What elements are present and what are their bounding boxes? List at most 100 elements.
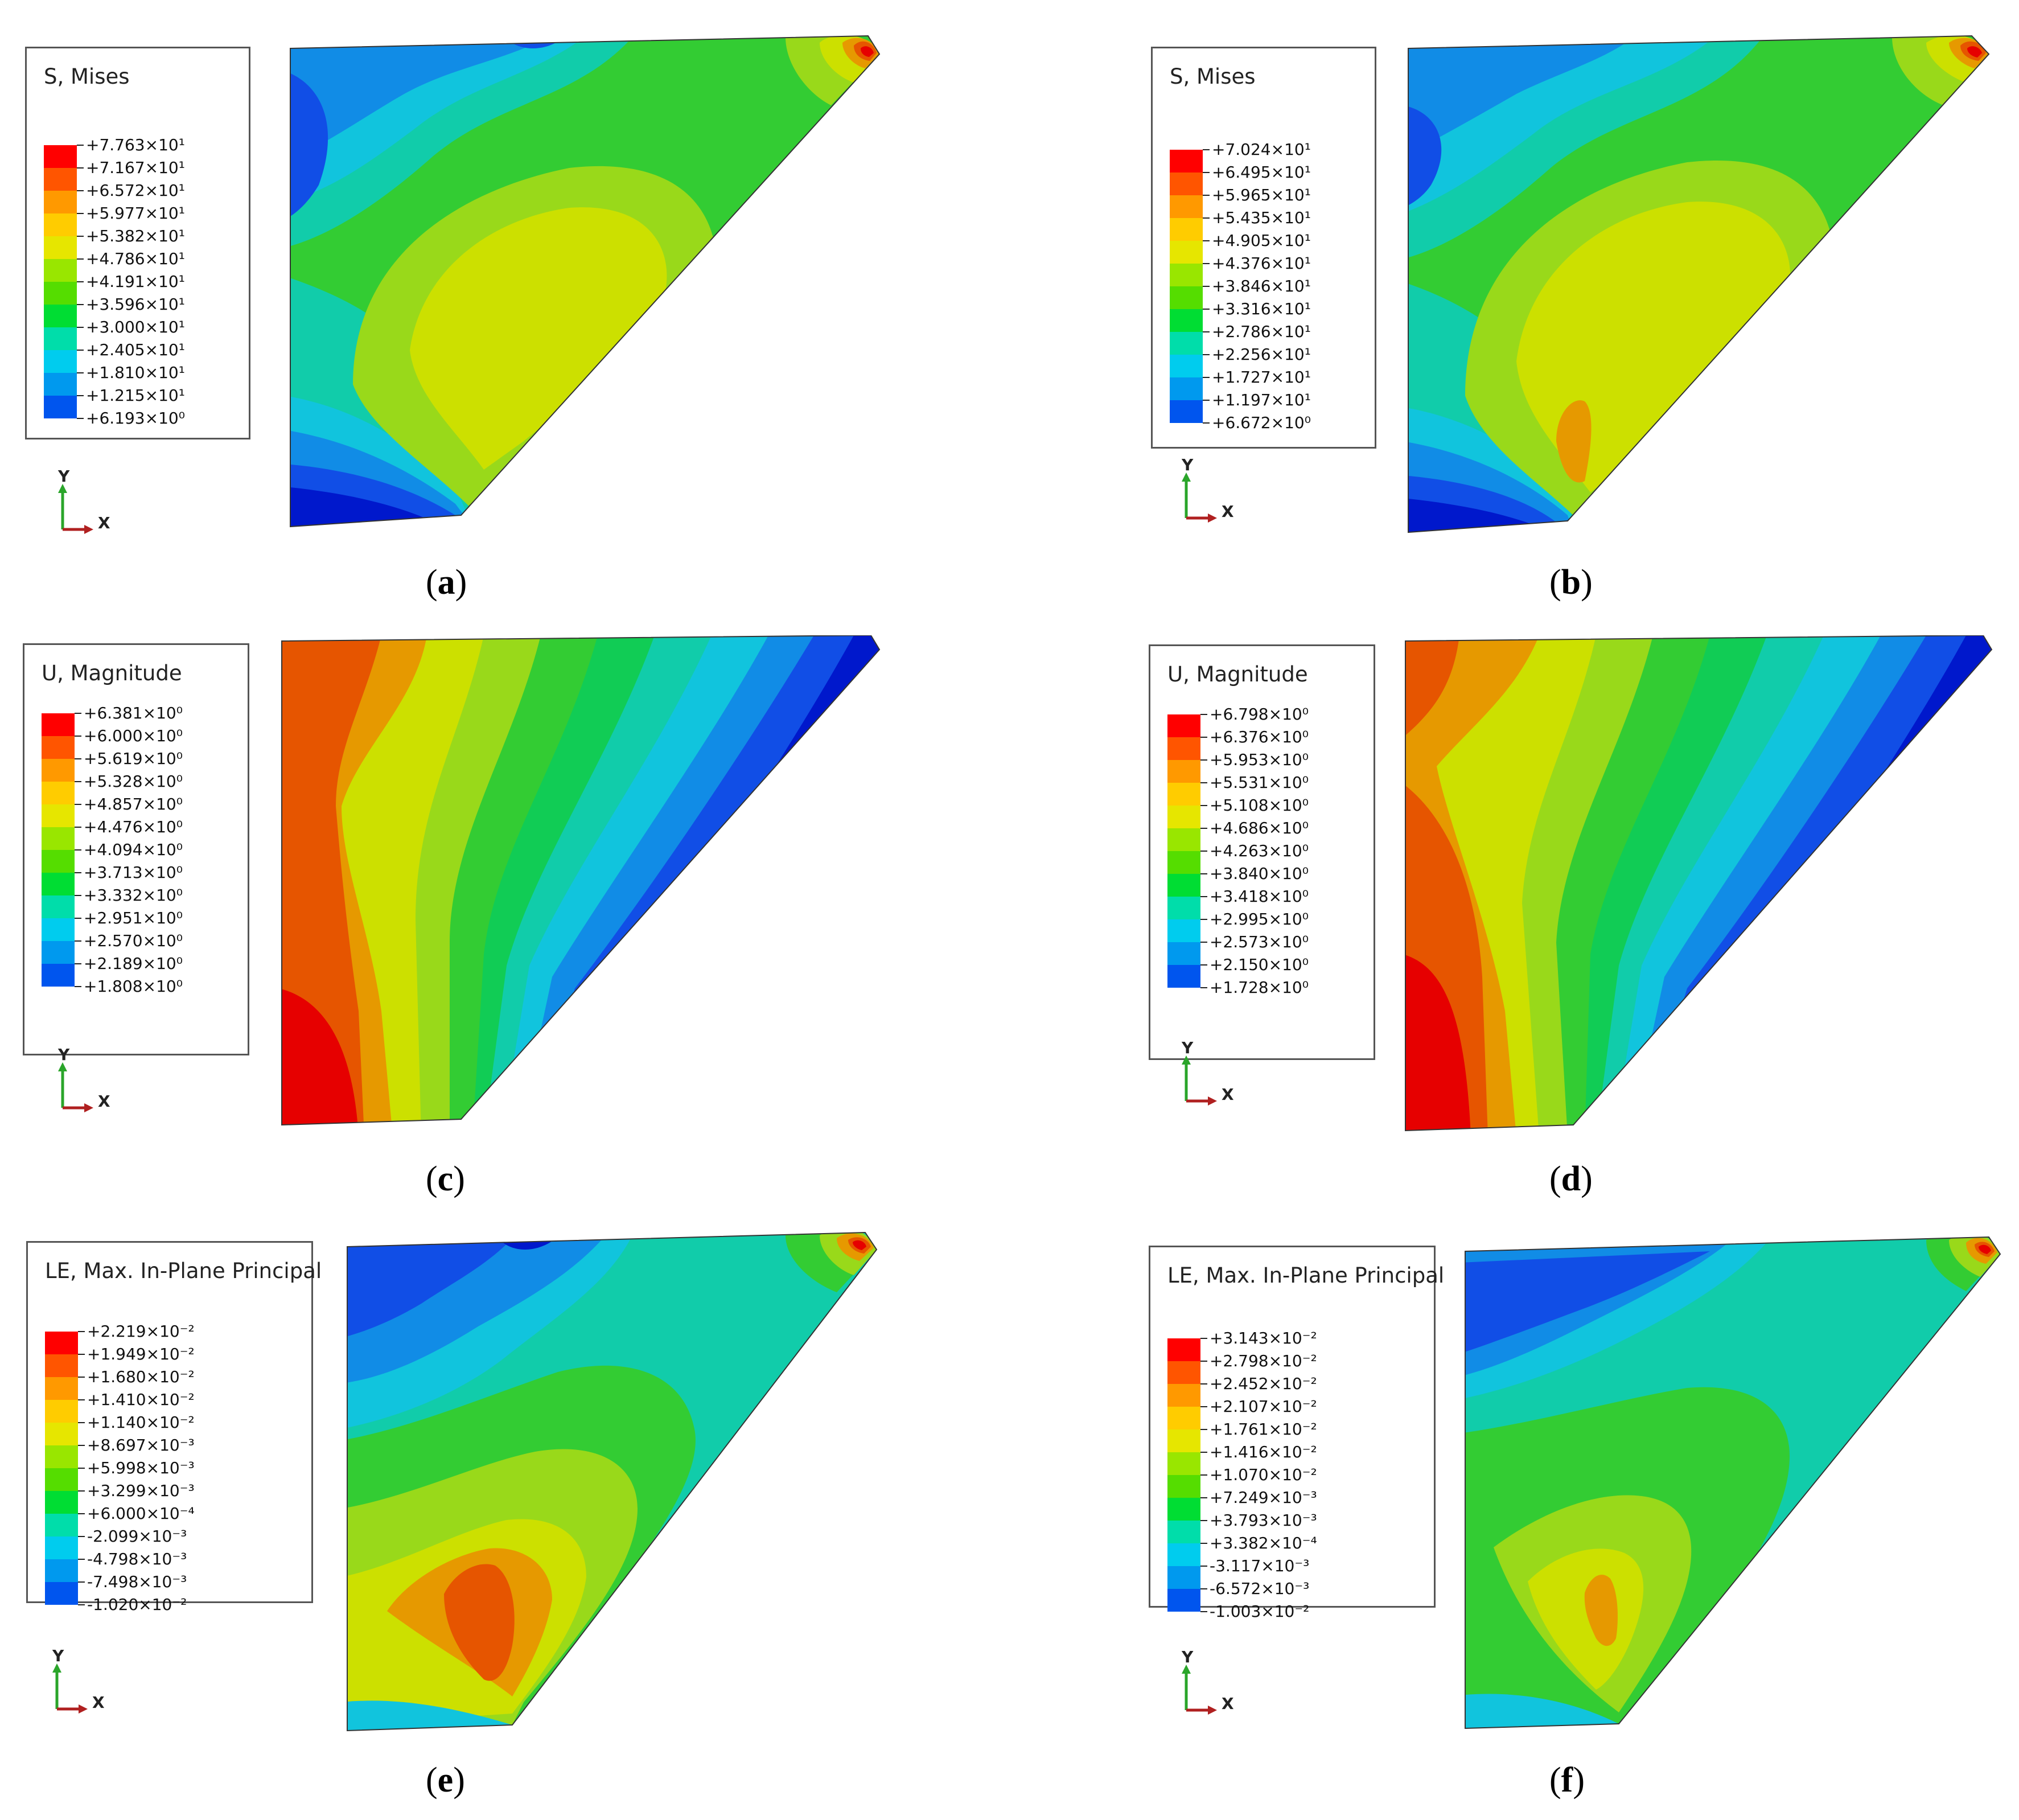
legend-row: +1.728×10⁰ — [1167, 978, 1361, 1010]
legend-tick — [78, 1354, 85, 1355]
legend-value: +2.951×10⁰ — [84, 909, 183, 927]
legend-value: +4.376×10¹ — [1212, 254, 1311, 273]
legend-value: +3.793×10⁻³ — [1210, 1511, 1317, 1530]
legend-value: -2.099×10⁻³ — [87, 1527, 187, 1546]
legend-swatch — [1170, 172, 1203, 195]
legend-value: +7.167×10¹ — [86, 158, 185, 177]
legend-swatch — [42, 873, 75, 895]
axis-x-label: X — [98, 513, 110, 532]
legend-swatch — [1170, 309, 1203, 332]
legend-tick — [1200, 1543, 1207, 1544]
axis-triad: Y X — [1175, 455, 1255, 535]
legend-tick — [1203, 217, 1210, 219]
legend-row: +4.686×10⁰ — [1167, 819, 1361, 851]
contour-plot-strain-e — [347, 1231, 878, 1732]
panel-a: S, Mises +7.763×10¹ +7.167×10¹ +6.572×10¹ +… — [0, 0, 1009, 606]
legend-swatch — [1170, 218, 1203, 241]
legend-tick — [75, 895, 81, 896]
legend-tick — [77, 327, 84, 328]
legend-tick — [78, 1490, 85, 1492]
axis-x-label: X — [1222, 1694, 1234, 1713]
legend-row: +3.143×10⁻² — [1167, 1329, 1361, 1361]
legend-value: +1.140×10⁻² — [87, 1413, 195, 1432]
legend-tick — [1200, 1611, 1207, 1612]
legend-row: +1.808×10⁰ — [42, 977, 235, 1009]
legend-tick — [1200, 1406, 1207, 1407]
panel-b: S, Mises +7.024×10¹ +6.495×10¹ +5.965×10¹ +… — [1010, 0, 2019, 606]
legend-row: +6.000×10⁻⁴ — [45, 1504, 239, 1536]
legend-swatch — [45, 1468, 78, 1491]
legend-swatch — [1167, 919, 1200, 942]
legend-tick — [1200, 987, 1207, 988]
legend-swatch — [1170, 400, 1203, 423]
legend-value: +2.995×10⁰ — [1210, 910, 1309, 929]
legend-value: +4.686×10⁰ — [1210, 819, 1309, 837]
legend-value: +4.476×10⁰ — [84, 817, 183, 836]
legend-row: +2.189×10⁰ — [42, 954, 235, 987]
legend-tick — [1200, 1474, 1207, 1476]
legend-tick — [75, 736, 81, 737]
legend-tick — [77, 395, 84, 396]
legend-tick — [1203, 309, 1210, 310]
legend-swatch — [45, 1400, 78, 1423]
legend-value: +5.619×10⁰ — [84, 749, 183, 768]
legend-row: +5.977×10¹ — [44, 204, 237, 236]
legend-row: +2.219×10⁻² — [45, 1322, 239, 1354]
legend-row: +2.256×10¹ — [1170, 345, 1363, 377]
legend-row: +2.405×10¹ — [44, 340, 237, 373]
legend-value: +5.328×10⁰ — [84, 772, 183, 791]
legend-tick — [77, 372, 84, 373]
legend-row: +7.024×10¹ — [1170, 140, 1363, 172]
legend-swatch — [1167, 1566, 1200, 1589]
legend-box: S, Mises +7.763×10¹ +7.167×10¹ +6.572×10¹ +… — [25, 47, 250, 439]
legend-value: +4.191×10¹ — [86, 272, 185, 291]
legend-value: +3.840×10⁰ — [1210, 864, 1309, 883]
legend-tick — [75, 940, 81, 942]
legend-tick — [1200, 896, 1207, 897]
legend-value: -1.020×10⁻² — [87, 1595, 187, 1614]
legend-value: +1.728×10⁰ — [1210, 978, 1309, 997]
legend-row: +1.680×10⁻² — [45, 1367, 239, 1400]
legend-value: +2.452×10⁻² — [1210, 1374, 1317, 1393]
legend-row: +1.410×10⁻² — [45, 1390, 239, 1423]
legend-swatch — [44, 396, 77, 418]
legend-row: +1.140×10⁻² — [45, 1413, 239, 1445]
axis-y-label: Y — [1182, 1648, 1194, 1666]
legend-row: +6.193×10⁰ — [44, 409, 237, 441]
legend-tick — [78, 1331, 85, 1332]
legend-swatch — [42, 918, 75, 941]
legend-tick — [78, 1536, 85, 1537]
legend-value: +1.761×10⁻² — [1210, 1420, 1317, 1439]
legend-row: +4.191×10¹ — [44, 272, 237, 305]
legend-box: LE, Max. In-Plane Principal +3.143×10⁻² +… — [1149, 1246, 1444, 1621]
legend-tick — [1203, 377, 1210, 378]
legend-swatch — [1167, 1452, 1200, 1475]
legend-row: +6.381×10⁰ — [42, 704, 235, 736]
legend-row: +3.840×10⁰ — [1167, 864, 1361, 897]
legend-swatch — [45, 1445, 78, 1468]
legend-tick — [77, 213, 84, 214]
legend-tick — [78, 1513, 85, 1514]
contour-plot-displacement-d — [1405, 635, 1993, 1132]
legend-swatch — [45, 1332, 78, 1354]
legend-tick — [75, 872, 81, 873]
legend-tick — [75, 827, 81, 828]
legend-value: +3.332×10⁰ — [84, 886, 183, 905]
legend-swatch — [45, 1514, 78, 1536]
legend-value: +6.000×10⁻⁴ — [87, 1504, 195, 1523]
legend-row: +2.570×10⁰ — [42, 931, 235, 964]
legend-box: LE, Max. In-Plane Principal +2.219×10⁻² +… — [26, 1241, 322, 1614]
legend-tick — [1200, 1520, 1207, 1521]
legend-row: +2.573×10⁰ — [1167, 932, 1361, 965]
panel-caption: (f) — [1549, 1761, 1585, 1800]
legend-value: +6.000×10⁰ — [84, 726, 183, 745]
axis-x-label: X — [98, 1092, 110, 1111]
legend-value: +2.798×10⁻² — [1210, 1351, 1317, 1370]
legend-title: S, Mises — [44, 64, 130, 89]
legend-title: LE, Max. In-Plane Principal — [1167, 1263, 1445, 1288]
legend-row: +7.763×10¹ — [44, 135, 237, 168]
legend-value: +2.573×10⁰ — [1210, 932, 1309, 951]
legend-row: +5.328×10⁰ — [42, 772, 235, 804]
legend-tick — [75, 758, 81, 759]
axis-x-label: X — [92, 1693, 105, 1712]
